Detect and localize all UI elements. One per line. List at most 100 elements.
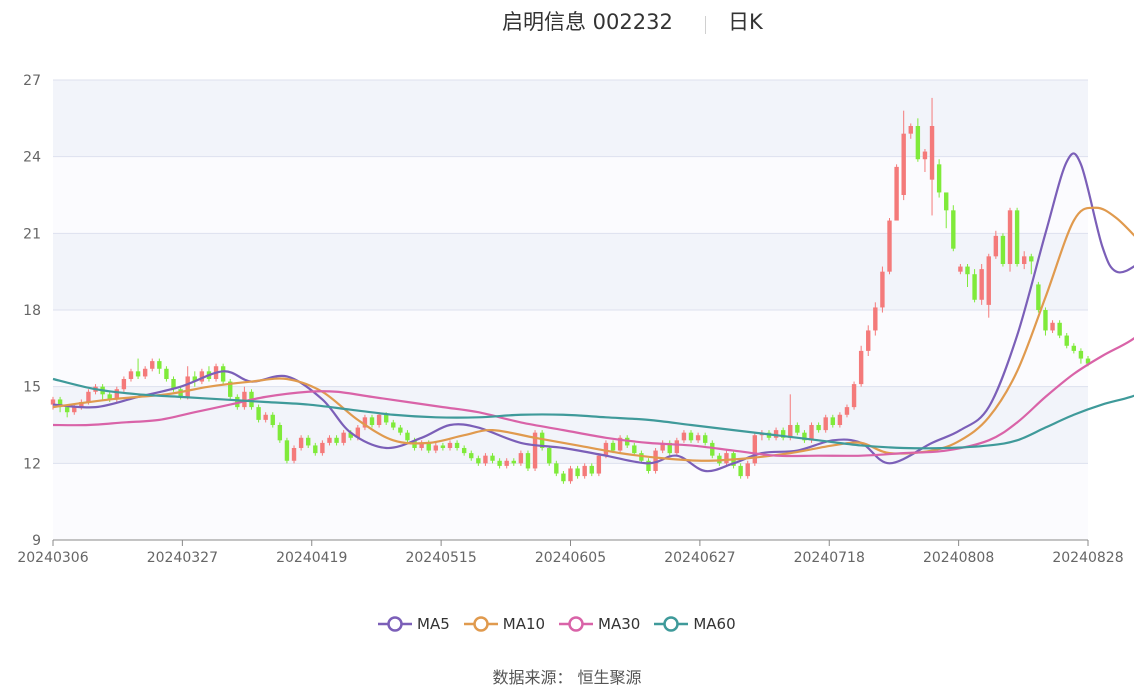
candle-body	[483, 455, 488, 464]
candle-body	[121, 379, 127, 390]
legend-label: MA10	[502, 615, 546, 633]
x-tick-label: 20240515	[405, 550, 476, 566]
candle-body	[426, 442, 431, 451]
candle-body	[851, 384, 857, 408]
candle-body	[1007, 210, 1013, 264]
candle-body	[561, 473, 566, 482]
candle-body	[554, 463, 559, 474]
candle-body	[958, 266, 963, 272]
candle-body	[1057, 322, 1062, 336]
candle-body	[582, 465, 587, 477]
candle-body	[320, 442, 325, 454]
legend-item-ma10[interactable]: MA10	[463, 615, 546, 633]
candle-body	[915, 126, 921, 160]
candle-body	[674, 440, 680, 454]
candle-body	[419, 442, 424, 448]
x-tick-label: 20240605	[535, 550, 606, 566]
candle-body	[972, 274, 977, 300]
candle-body	[986, 256, 991, 305]
legend-item-ma60[interactable]: MA60	[654, 615, 736, 633]
candle-body	[405, 432, 410, 441]
candle-body	[617, 437, 623, 451]
candle-body	[575, 468, 580, 477]
legend-swatch-icon	[654, 616, 689, 632]
candle-body	[632, 445, 637, 454]
candle-body	[334, 437, 339, 443]
candle-body	[823, 417, 828, 431]
candle-body	[341, 432, 346, 443]
candle-body	[695, 435, 701, 441]
candle-body	[568, 468, 573, 482]
candle-body	[469, 453, 474, 459]
candle-body	[306, 437, 311, 446]
candle-body	[1000, 235, 1006, 264]
candle-body	[150, 361, 155, 369]
candle-body	[830, 417, 835, 425]
candle-body	[220, 366, 226, 382]
legend-item-ma5[interactable]: MA5	[378, 615, 450, 633]
candle-body	[710, 442, 715, 456]
candle-body	[936, 164, 942, 193]
data-source: 数据来源： 恒生聚源	[492, 668, 642, 687]
candle-body	[263, 414, 268, 420]
candle-body	[1036, 284, 1041, 310]
candle-body	[532, 432, 538, 469]
candle-body	[199, 371, 205, 382]
candle-body	[192, 376, 197, 382]
candle-body	[313, 445, 318, 454]
candle-body	[327, 437, 332, 443]
candle-body	[993, 235, 999, 257]
candle-body	[157, 361, 162, 369]
candle-body	[965, 266, 970, 275]
candle-body	[242, 391, 247, 408]
candle-body	[433, 445, 439, 451]
candle-body	[525, 453, 531, 469]
candle-body	[164, 368, 169, 379]
candle-body	[681, 432, 687, 441]
candle-body	[1022, 256, 1027, 264]
candle-body	[589, 465, 594, 474]
candle-body	[86, 391, 91, 402]
candle-body	[660, 442, 665, 451]
legend-swatch-icon	[463, 616, 498, 632]
candle-body	[362, 417, 368, 428]
candle-body	[72, 407, 77, 413]
title-divider	[705, 16, 706, 34]
candle-body	[816, 425, 821, 431]
candle-body	[376, 414, 382, 425]
candle-body	[653, 450, 658, 471]
candle-body	[228, 381, 233, 397]
legend-item-ma30[interactable]: MA30	[559, 615, 640, 633]
legend-swatch-icon	[378, 616, 412, 632]
line-ma60	[52, 377, 1134, 450]
candle-body	[1064, 335, 1069, 346]
candle-body	[539, 432, 545, 448]
candle-body	[809, 425, 814, 441]
candle-body	[497, 460, 502, 466]
candle-body	[1085, 358, 1091, 364]
candle-body	[922, 151, 928, 160]
x-tick-label: 20240828	[1052, 550, 1123, 566]
candle-body	[837, 414, 843, 425]
candle-body	[1029, 256, 1034, 262]
candle-body	[64, 407, 70, 413]
candle-body	[979, 269, 984, 300]
candle-body	[780, 430, 786, 438]
candle-body	[114, 389, 119, 400]
candle-body	[873, 307, 878, 331]
x-tick-label: 20240306	[17, 550, 88, 566]
x-tick-label: 20240419	[276, 550, 347, 566]
candle-body	[447, 442, 453, 448]
candle-body	[738, 465, 743, 477]
candle-body	[277, 425, 283, 441]
y-tick-label: 24	[23, 150, 41, 166]
candle-body	[929, 126, 935, 180]
candle-body	[348, 432, 353, 438]
y-tick-label: 21	[23, 226, 41, 242]
candle-body	[1014, 210, 1020, 264]
candle-body	[142, 368, 148, 377]
candle-body	[476, 458, 481, 464]
chart-legend[interactable]: MA5 MA10 MA30 MA60	[378, 611, 750, 637]
legend-label: MA60	[693, 615, 736, 633]
candle-body	[901, 133, 906, 195]
